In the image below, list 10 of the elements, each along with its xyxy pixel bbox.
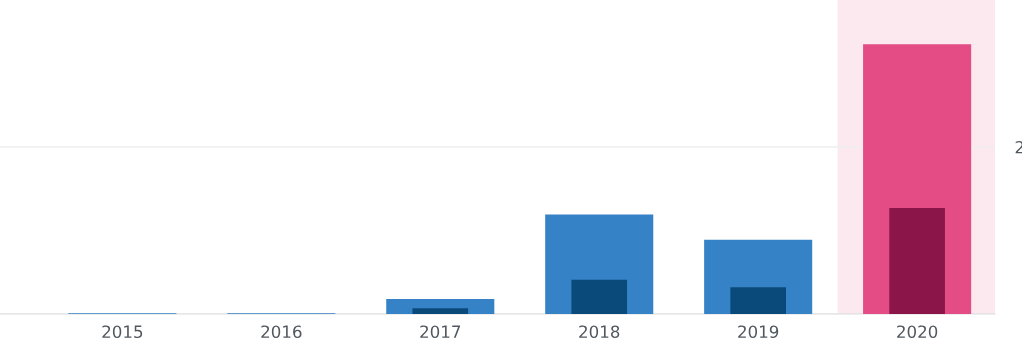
x-tick-label: 2018 xyxy=(579,325,620,339)
bar xyxy=(571,279,628,314)
bar xyxy=(889,207,945,314)
x-tick-label: 2015 xyxy=(102,325,143,339)
bar xyxy=(730,287,786,314)
x-tick-label: 2016 xyxy=(261,325,302,339)
x-tick-label: 2019 xyxy=(738,325,779,339)
x-tick-label: 2017 xyxy=(420,325,461,339)
x-tick-label: 2020 xyxy=(897,325,938,339)
bar xyxy=(412,308,469,314)
